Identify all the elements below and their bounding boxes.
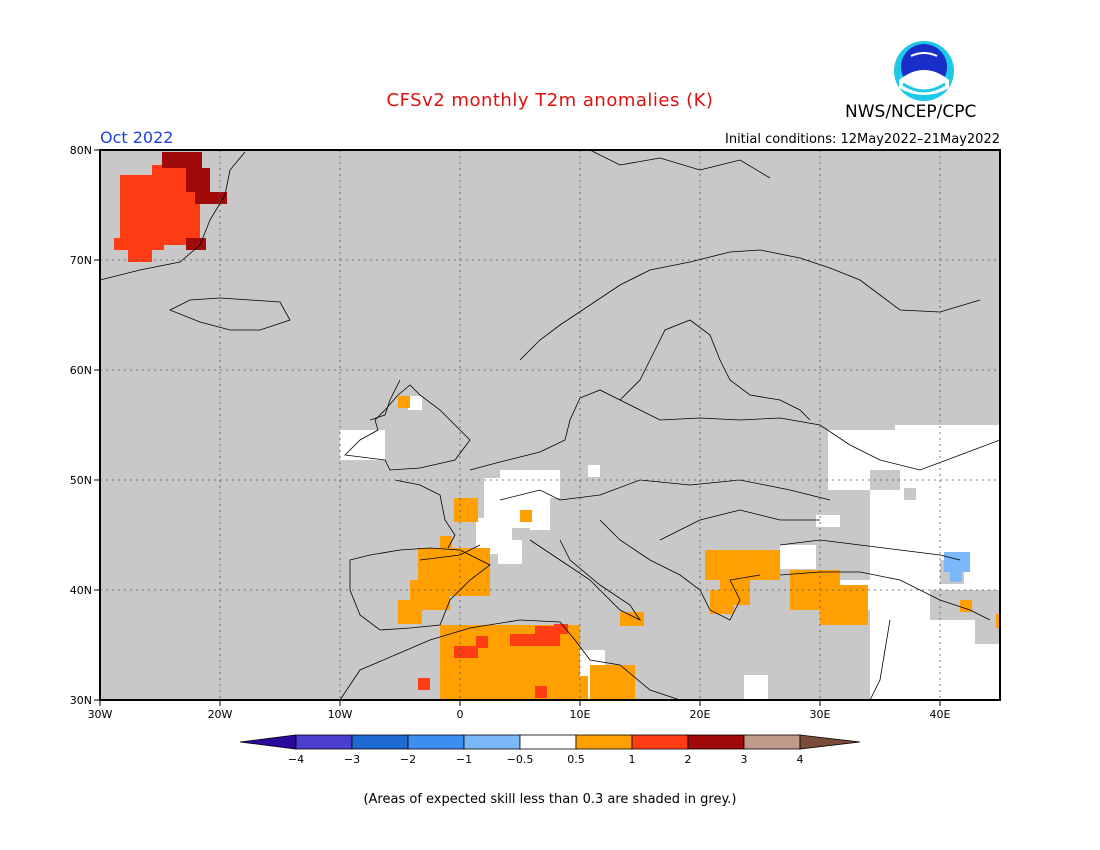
colorbar-label: −0.5 <box>507 753 534 766</box>
colorbar-label: 1 <box>629 753 636 766</box>
colorbar-label: −1 <box>456 753 472 766</box>
lon-tick-label: 20E <box>690 708 711 721</box>
agency-label: NWS/NCEP/CPC <box>845 102 977 122</box>
lon-tick-label: 10E <box>570 708 591 721</box>
lon-tick-label: 0 <box>457 708 464 721</box>
colorbar-label: −4 <box>288 753 304 766</box>
forecast-month: Oct 2022 <box>100 128 174 147</box>
lon-tick-label: 30W <box>88 708 113 721</box>
colorbar-arrow-high <box>799 734 861 750</box>
colorbar-label: 0.5 <box>567 753 585 766</box>
map-frame <box>99 149 1001 701</box>
colorbar-bin <box>407 734 465 750</box>
tick-marks <box>94 149 941 706</box>
colorbar-arrow-low <box>239 734 297 750</box>
colorbar-label: 4 <box>797 753 804 766</box>
colorbar-bin <box>687 734 745 750</box>
colorbar-bin <box>463 734 521 750</box>
lat-tick-label: 60N <box>70 364 92 377</box>
gridlines <box>100 150 1000 700</box>
colorbar-bin <box>631 734 689 750</box>
colorbar-bin <box>575 734 633 750</box>
colorbar <box>239 734 861 750</box>
anomaly-neg-0.5-to-neg-1 <box>944 552 970 582</box>
colorbar-bin <box>743 734 801 750</box>
colorbar-label: 3 <box>741 753 748 766</box>
lat-tick-label: 50N <box>70 474 92 487</box>
anomaly-2-to-3 <box>162 152 227 250</box>
initial-conditions: Initial conditions: 12May2022–21May2022 <box>725 132 1000 147</box>
chart-title: CFSv2 monthly T2m anomalies (K) <box>386 90 714 111</box>
lat-tick-label: 30N <box>70 694 92 707</box>
lon-tick-label: 20W <box>208 708 233 721</box>
colorbar-label: 2 <box>685 753 692 766</box>
lon-tick-label: 10W <box>328 708 353 721</box>
colorbar-bin <box>351 734 409 750</box>
noaa-logo <box>894 41 954 101</box>
lat-tick-label: 70N <box>70 254 92 267</box>
colorbar-label: −2 <box>400 753 416 766</box>
skill-footnote: (Areas of expected skill less than 0.3 a… <box>363 792 737 807</box>
colorbar-bin <box>519 734 577 750</box>
colorbar-bin <box>295 734 353 750</box>
lon-tick-label: 40E <box>930 708 951 721</box>
colorbar-label: −3 <box>344 753 360 766</box>
lat-tick-label: 40N <box>70 584 92 597</box>
lon-tick-label: 30E <box>810 708 831 721</box>
lat-tick-label: 80N <box>70 144 92 157</box>
